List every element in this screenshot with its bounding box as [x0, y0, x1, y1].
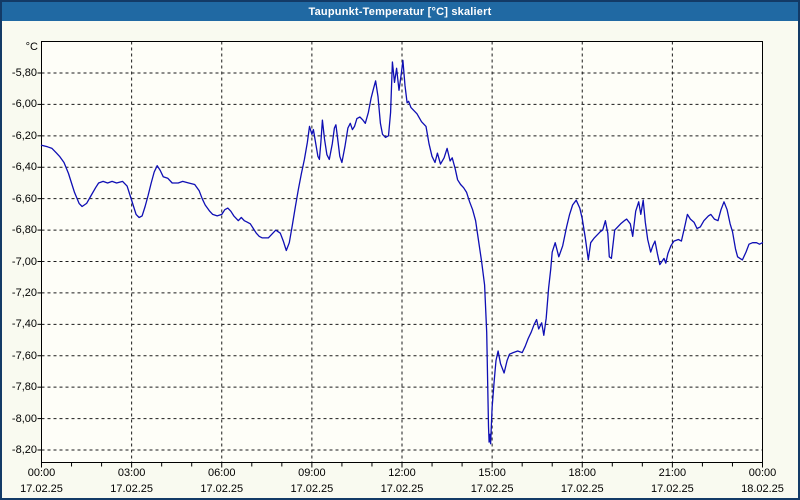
- x-axis-time-label: 06:00: [207, 467, 236, 479]
- x-axis-date-label: 17.02.25: [200, 483, 244, 495]
- x-axis-time-label: 03:00: [117, 467, 146, 479]
- y-axis-tick-label: -7,40: [11, 318, 37, 331]
- x-axis-date-label: 17.02.25: [20, 483, 63, 495]
- plot-frame: [41, 41, 763, 463]
- window-title-bar: Taupunkt-Temperatur [°C] skaliert: [2, 2, 798, 21]
- y-axis-unit-label: °C: [25, 40, 38, 53]
- y-axis-tick-label: -7,80: [11, 381, 37, 394]
- dewpoint-series-line: [40, 59, 764, 445]
- x-axis-date-label: 17.02.25: [380, 483, 424, 495]
- y-axis-tick-label: -8,00: [11, 412, 37, 425]
- page-title: Taupunkt-Temperatur [°C] skaliert: [308, 5, 492, 18]
- y-axis-tick-label: -6,40: [11, 161, 37, 174]
- x-axis-date-label: 17.02.25: [470, 483, 514, 495]
- x-axis-time-label: 18:00: [568, 467, 597, 479]
- x-axis-time-label: 09:00: [298, 467, 326, 479]
- x-axis-date-label: 17.02.25: [560, 483, 604, 495]
- y-axis-tick-label: -6,00: [11, 98, 37, 111]
- x-axis-time-label: 21:00: [658, 467, 687, 479]
- y-axis-tick-label: -7,60: [11, 349, 37, 362]
- x-axis-date-label: 18.02.25: [741, 483, 784, 495]
- y-axis-tick-label: -7,20: [11, 286, 37, 299]
- y-axis-tick-label: -7,00: [11, 255, 37, 268]
- x-axis-time-label: 15:00: [478, 467, 506, 479]
- x-axis-date-label: 17.02.25: [290, 483, 334, 495]
- x-axis-time-label: 00:00: [27, 467, 56, 479]
- x-axis-time-label: 12:00: [388, 467, 416, 479]
- y-axis-tick-label: -6,20: [11, 129, 37, 142]
- y-axis-tick-label: -6,80: [11, 224, 37, 237]
- y-axis-tick-label: -5,80: [11, 67, 37, 79]
- x-axis-date-label: 17.02.25: [110, 483, 154, 495]
- y-axis-tick-label: -6,60: [11, 192, 37, 205]
- y-axis-tick-label: -8,20: [11, 444, 37, 456]
- x-axis-date-label: 17.02.25: [650, 483, 694, 495]
- x-axis-time-label: 00:00: [748, 467, 777, 479]
